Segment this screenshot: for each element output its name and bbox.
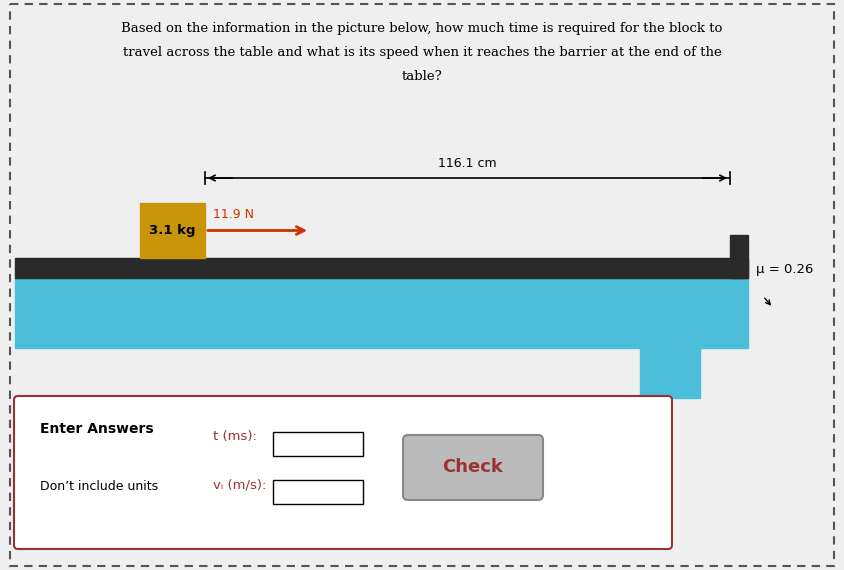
- Bar: [730, 235, 748, 278]
- Text: travel across the table and what is its speed when it reaches the barrier at the: travel across the table and what is its …: [122, 46, 722, 59]
- Bar: [273, 480, 363, 504]
- Text: vᵢ (m/s):: vᵢ (m/s):: [213, 478, 267, 491]
- Text: μ = 0.26: μ = 0.26: [756, 263, 814, 276]
- Bar: [140, 203, 205, 258]
- Text: 116.1 cm: 116.1 cm: [438, 157, 497, 170]
- Text: t (ms):: t (ms):: [213, 430, 257, 443]
- Text: Enter Answers: Enter Answers: [40, 422, 154, 436]
- Text: 3.1 kg: 3.1 kg: [149, 224, 196, 237]
- Bar: [640, 348, 700, 398]
- FancyBboxPatch shape: [14, 396, 672, 549]
- Text: Based on the information in the picture below, how much time is required for the: Based on the information in the picture …: [122, 22, 722, 35]
- FancyBboxPatch shape: [403, 435, 543, 500]
- Text: table?: table?: [402, 70, 442, 83]
- Bar: [273, 432, 363, 456]
- Bar: [15, 258, 748, 278]
- Text: Don’t include units: Don’t include units: [40, 480, 158, 493]
- Bar: [15, 278, 748, 348]
- Text: Check: Check: [442, 458, 503, 477]
- Text: 11.9 N: 11.9 N: [213, 207, 254, 221]
